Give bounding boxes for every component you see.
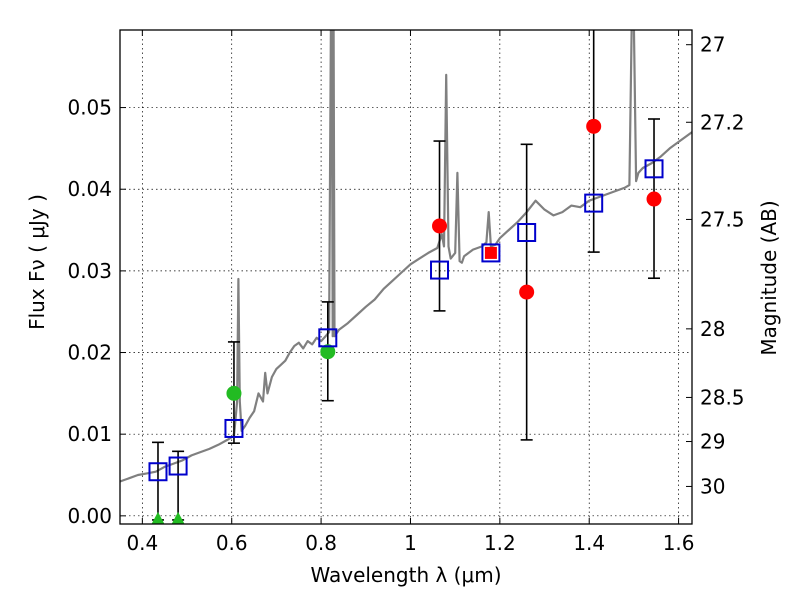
x-tick-label: 1.6 xyxy=(663,531,695,555)
y-tick-label: 0.05 xyxy=(67,96,112,120)
y2-axis-label: Magnitude (AB) xyxy=(757,200,781,355)
model-square-point xyxy=(168,456,188,476)
sed-line xyxy=(120,30,692,483)
model-square-point xyxy=(481,243,501,263)
y2-tick-label: 27.5 xyxy=(700,207,745,231)
axes: 0.4 0.6 0.8 1 1.2 1.4 1.6 0.00 0.01 0.02 0.03 0.04 0… xyxy=(67,30,745,555)
ground-triangle-point xyxy=(171,511,185,524)
observed-point xyxy=(519,284,535,300)
model-square-point xyxy=(644,159,664,179)
observed-point xyxy=(432,218,448,234)
x-tick-label: 1.2 xyxy=(484,531,516,555)
model-square-point xyxy=(517,222,537,242)
y-axis-label: Flux Fν ( μJy ) xyxy=(25,194,49,330)
y2-tick-label: 28 xyxy=(700,317,725,341)
data-layer xyxy=(120,30,692,524)
y2-tick-label: 29 xyxy=(700,430,725,454)
grid xyxy=(120,30,692,524)
y-tick-label: 0.01 xyxy=(67,422,112,446)
observed-point xyxy=(646,191,662,207)
model-square-point xyxy=(430,260,450,280)
ground-circle-point xyxy=(320,344,336,360)
y2-tick-label: 28.5 xyxy=(700,385,745,409)
x-tick-label: 1 xyxy=(404,531,417,555)
ground-circle-point xyxy=(226,385,242,401)
y-tick-label: 0.00 xyxy=(67,504,112,528)
y-tick-label: 0.03 xyxy=(67,259,112,283)
y-tick-label: 0.02 xyxy=(67,341,112,365)
y2-tick-label: 30 xyxy=(700,474,725,498)
model-square-point xyxy=(318,328,338,348)
y2-tick-label: 27 xyxy=(700,33,725,57)
y-tick-label: 0.04 xyxy=(67,177,112,201)
x-axis-label: Wavelength λ (μm) xyxy=(310,563,501,587)
y2-tick-label: 27.2 xyxy=(700,110,745,134)
observed-point xyxy=(586,118,602,134)
x-tick-label: 0.8 xyxy=(305,531,337,555)
x-tick-label: 0.6 xyxy=(216,531,248,555)
x-tick-label: 1.4 xyxy=(573,531,605,555)
model-square-point xyxy=(148,462,168,482)
x-tick-label: 0.4 xyxy=(126,531,158,555)
observed-point xyxy=(484,246,497,259)
ground-triangle-point xyxy=(151,511,165,524)
model-square-point xyxy=(224,418,244,438)
model-square-point xyxy=(584,193,604,213)
plot-frame xyxy=(119,29,693,525)
